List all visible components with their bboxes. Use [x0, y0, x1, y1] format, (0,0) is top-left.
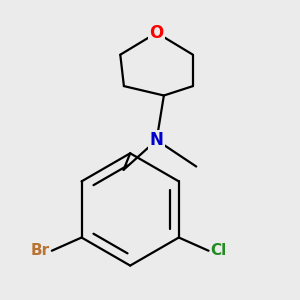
Text: Br: Br [31, 243, 50, 258]
Text: O: O [149, 24, 164, 42]
Text: Cl: Cl [210, 243, 226, 258]
Text: N: N [150, 131, 164, 149]
